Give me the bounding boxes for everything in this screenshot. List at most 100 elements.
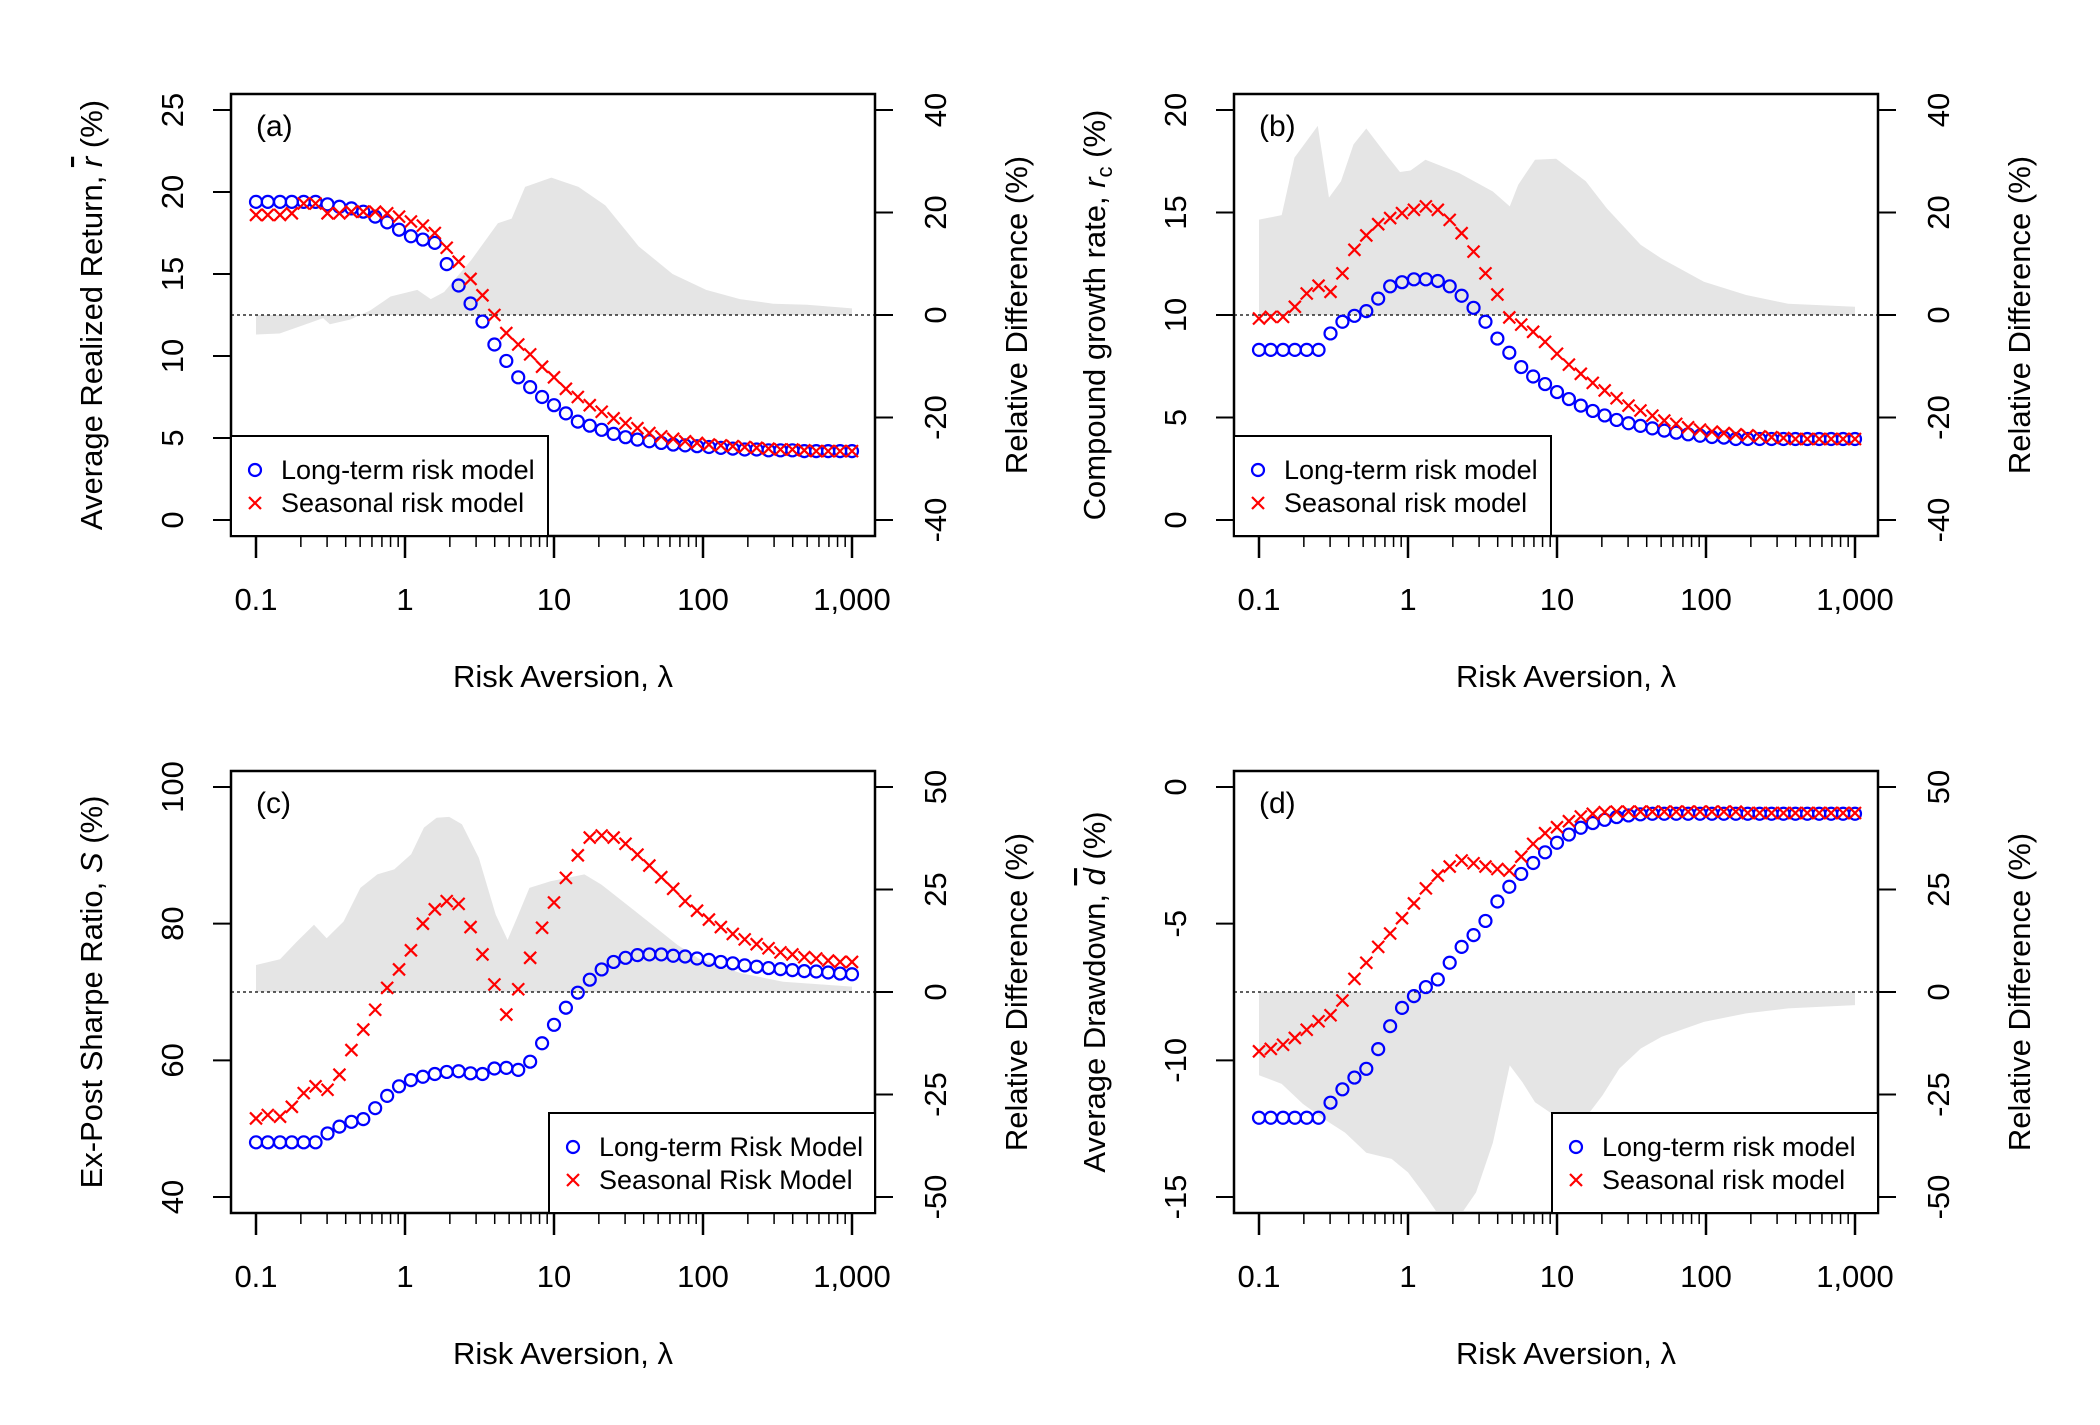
- data-point-cross: [404, 943, 418, 958]
- data-point-circle: [1454, 288, 1469, 303]
- data-point-cross: [1359, 228, 1374, 243]
- data-point-cross: [463, 920, 478, 934]
- legend-box: [1551, 1112, 1879, 1214]
- data-point-circle: [403, 1073, 419, 1088]
- y2-tick-label: 50: [1921, 770, 1956, 804]
- x-tick-label: 100: [1680, 582, 1732, 617]
- y2-tick-label: -25: [918, 1072, 953, 1117]
- data-point-circle: [1561, 391, 1577, 407]
- data-point-cross: [1824, 432, 1838, 446]
- data-point-circle: [284, 194, 299, 209]
- data-point-cross: [475, 288, 490, 303]
- data-point-circle: [1490, 331, 1505, 346]
- y2-tick-label: 25: [1921, 872, 1956, 906]
- data-point-circle: [546, 398, 562, 413]
- data-point-cross: [487, 308, 502, 322]
- y2-tick-label: -20: [1921, 395, 1956, 440]
- data-point-cross: [1669, 804, 1683, 819]
- data-point-circle: [272, 194, 288, 209]
- plot-area: [1234, 125, 1878, 447]
- data-point-cross: [1705, 424, 1719, 439]
- y-axis-title: Compound growth rate, rc (%): [1077, 110, 1117, 521]
- data-point-cross: [511, 337, 526, 352]
- data-point-circle: [248, 1135, 264, 1150]
- y-tick-label: 0: [1158, 778, 1193, 795]
- data-point-cross: [1729, 427, 1743, 442]
- data-point-circle: [1275, 1110, 1291, 1125]
- data-point-circle: [749, 959, 764, 974]
- data-point-cross: [1383, 211, 1397, 225]
- data-point-cross: [1502, 863, 1517, 878]
- data-point-cross: [1538, 335, 1552, 349]
- legend-box: [548, 1112, 876, 1214]
- y-tick-label: 100: [155, 761, 190, 813]
- legend-label: Long-term risk model: [1284, 455, 1538, 485]
- data-point-circle: [725, 956, 740, 971]
- data-point-circle: [487, 1061, 502, 1076]
- legend-circle-icon: [247, 462, 263, 478]
- data-point-circle: [606, 426, 621, 441]
- data-point-cross: [261, 1108, 275, 1122]
- legend-label: Seasonal Risk Model: [599, 1165, 853, 1195]
- data-point-cross: [523, 347, 537, 362]
- legend-label: Seasonal risk model: [1284, 488, 1527, 518]
- data-point-cross: [1550, 820, 1564, 834]
- data-point-cross: [1633, 403, 1648, 418]
- data-point-cross: [439, 894, 454, 908]
- panel-label: (a): [256, 110, 293, 143]
- data-point-circle: [1704, 806, 1720, 821]
- data-point-cross: [797, 443, 812, 458]
- data-point-cross: [475, 947, 490, 962]
- y-tick-label: 15: [155, 257, 190, 291]
- data-point-cross: [594, 404, 609, 419]
- data-point-circle: [523, 380, 538, 395]
- x-tick-label: 0.1: [234, 1259, 277, 1294]
- data-point-circle: [1716, 806, 1731, 821]
- y-tick-label: -15: [1158, 1175, 1193, 1220]
- data-point-cross: [1347, 972, 1362, 986]
- data-point-circle: [713, 954, 728, 970]
- data-point-circle: [439, 257, 454, 272]
- legend-box: [1233, 435, 1552, 537]
- legend-label: Seasonal risk model: [281, 488, 524, 518]
- x-axis-title: Risk Aversion, λ: [1456, 659, 1676, 694]
- data-point-cross: [1478, 859, 1493, 874]
- legend-cross-icon: [566, 1173, 580, 1187]
- y2-tick-label: 50: [918, 770, 953, 804]
- data-point-circle: [1311, 1110, 1326, 1125]
- y-axis-title: Ex-Post Sharpe Ratio, S (%): [74, 796, 109, 1189]
- data-point-circle: [260, 1135, 275, 1150]
- data-point-circle: [1692, 806, 1708, 821]
- data-point-circle: [582, 418, 597, 433]
- y-axis-title-unit: (%): [1077, 811, 1112, 868]
- data-point-cross: [678, 894, 692, 908]
- data-point-circle: [1383, 279, 1398, 294]
- plot-area: [1234, 804, 1878, 1211]
- data-point-cross: [416, 916, 430, 931]
- data-point-circle: [558, 406, 574, 421]
- y-axis-title-symbol: r: [74, 155, 109, 167]
- data-point-circle: [1549, 835, 1565, 850]
- data-point-circle: [1371, 291, 1386, 306]
- data-point-cross: [1788, 806, 1803, 820]
- data-point-circle: [499, 353, 514, 369]
- data-point-cross: [714, 920, 728, 934]
- data-point-circle: [1549, 384, 1565, 400]
- series-seasonal: [1252, 199, 1862, 446]
- x-tick-label: 10: [1540, 1259, 1574, 1294]
- data-point-cross: [559, 382, 573, 396]
- data-point-circle: [427, 1066, 442, 1082]
- data-point-cross: [702, 437, 716, 452]
- data-point-circle: [260, 194, 275, 209]
- panel-label: (d): [1259, 787, 1296, 820]
- data-point-circle: [1287, 342, 1302, 357]
- data-point-cross: [1490, 862, 1505, 876]
- data-point-circle: [797, 964, 812, 979]
- data-point-cross: [1562, 814, 1576, 828]
- data-point-cross: [1621, 804, 1636, 819]
- data-point-circle: [415, 232, 430, 247]
